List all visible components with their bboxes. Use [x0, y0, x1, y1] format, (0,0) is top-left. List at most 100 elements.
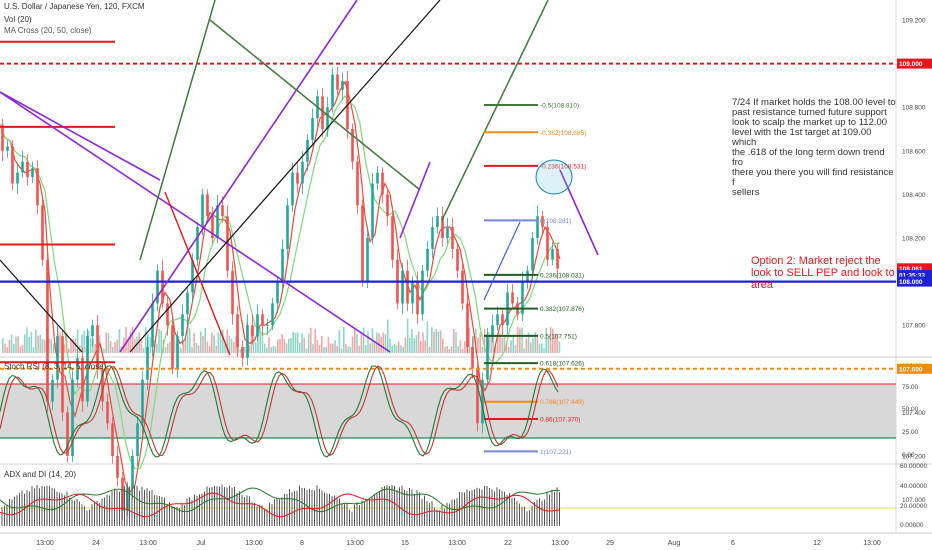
volume-bar [329, 343, 332, 353]
trend-line [399, 161, 431, 239]
trend-line [0, 259, 83, 353]
volume-bar [554, 334, 556, 353]
volume-bar [534, 332, 536, 353]
volume-bar [543, 348, 545, 353]
volume-bar [541, 343, 543, 353]
price-label: 108.000 [899, 279, 923, 286]
candle-body [66, 412, 69, 456]
volume-bar [459, 340, 462, 353]
candle-body [151, 303, 154, 347]
volume-bar [340, 348, 343, 353]
volume-bar [479, 332, 481, 353]
volume-bar [323, 346, 325, 353]
volume-bar [373, 342, 376, 353]
volume-bar [343, 327, 345, 353]
price-tick-label: 107.000 [902, 497, 926, 504]
volume-bar [288, 338, 290, 353]
main-panel-bg [0, 0, 896, 355]
volume-bar [448, 348, 451, 353]
volume-bar [391, 345, 393, 353]
candle-body [551, 248, 554, 260]
volume-bar [457, 346, 459, 353]
volume-bar [263, 343, 266, 353]
volume-bar [510, 340, 512, 353]
price-label-bg [897, 263, 932, 274]
fib-label: 0.5(107.751) [540, 333, 577, 340]
volume-bar [530, 342, 532, 353]
volume-bar [547, 338, 550, 353]
candle-body [496, 314, 499, 326]
volume-bar [314, 329, 316, 353]
time-tick-label: Jul [197, 540, 206, 547]
annotation-note-long: 7/24 If market holds the 108.00 level to… [732, 98, 896, 198]
volume-bar [380, 336, 382, 353]
volume-bar [230, 338, 233, 353]
candle-body [476, 368, 479, 424]
volume-bar [164, 347, 167, 353]
candle-body [431, 227, 434, 249]
volume-bar [24, 334, 26, 353]
volume-bar [369, 343, 371, 353]
volume-bar [422, 332, 424, 353]
candle-body [206, 194, 209, 217]
volume-bar [147, 334, 149, 353]
volume-bar [103, 348, 105, 353]
candle-body [31, 168, 34, 177]
volume-bar [142, 347, 145, 353]
candle-body [56, 336, 59, 380]
volume-bar [6, 347, 8, 353]
volume-bar [349, 346, 352, 353]
volume-bar [76, 329, 79, 353]
volume-bar [21, 344, 24, 353]
candle-body [251, 325, 254, 337]
volume-bar [32, 347, 35, 353]
volume-bar [129, 331, 132, 353]
volume-bar [347, 346, 349, 353]
volume-label: Vol (20) [4, 15, 32, 24]
volume-bar [519, 328, 521, 353]
volume-bar [387, 319, 389, 353]
candle-body [221, 205, 224, 217]
volume-bar [252, 336, 255, 353]
volume-bar [477, 337, 479, 353]
fib-label: -0.5(108.810) [540, 103, 579, 110]
volume-bar [114, 342, 116, 353]
volume-bar [37, 335, 39, 353]
volume-bar [83, 330, 85, 353]
volume-bar [81, 334, 83, 353]
volume-bar [261, 334, 264, 353]
time-tick-label: 13:00 [551, 540, 569, 547]
volume-bar [149, 337, 151, 353]
candle-body [161, 270, 164, 304]
candle-body [46, 259, 49, 402]
price-tick-label: 108.200 [902, 236, 926, 243]
candle-body [106, 401, 109, 424]
volume-bar [290, 338, 292, 353]
volume-bar [182, 341, 184, 353]
time-tick-label: Aug [668, 540, 681, 547]
candle-body [141, 379, 144, 424]
volume-bar [437, 331, 440, 353]
volume-bar [193, 333, 195, 353]
trend-line [559, 169, 599, 256]
time-tick-label: 13:00 [245, 540, 263, 547]
volume-bar [184, 338, 187, 353]
horizontal-levels [0, 40, 896, 370]
candle-body [176, 336, 179, 369]
candle-body [356, 161, 359, 206]
candle-body [481, 379, 484, 424]
candle-body [376, 172, 379, 184]
volume-bar [549, 327, 552, 353]
volume-bar [426, 321, 429, 353]
volume-bar [552, 328, 554, 353]
volume-bar [41, 339, 44, 353]
candle-body [156, 270, 159, 304]
candle-body [336, 74, 339, 90]
volume-bar [475, 328, 477, 353]
candle-body [436, 216, 439, 228]
highlight-circle [535, 159, 573, 195]
volume-bar [497, 333, 499, 353]
volume-bar [499, 333, 501, 353]
